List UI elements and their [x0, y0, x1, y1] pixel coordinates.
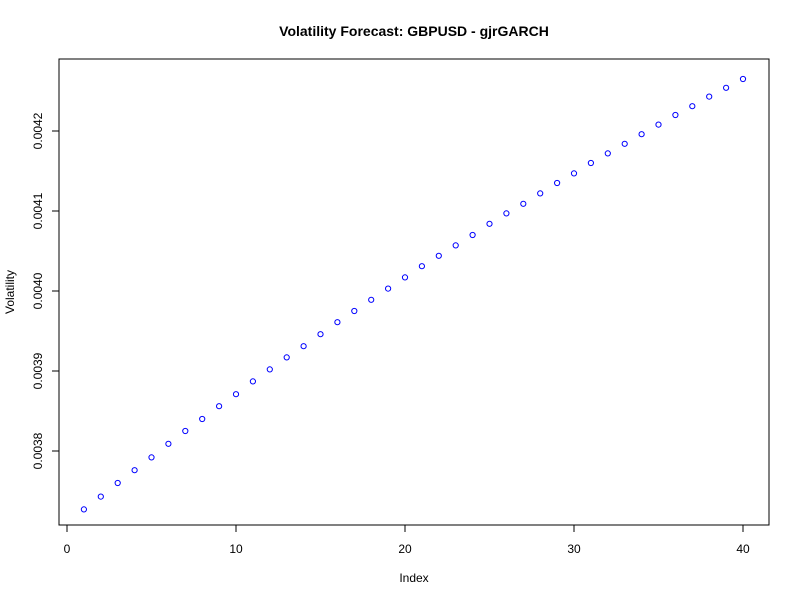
- x-tick-label: 10: [229, 542, 243, 556]
- data-point: [570, 170, 578, 177]
- x-tick-label: 30: [567, 542, 581, 556]
- data-point: [249, 378, 256, 385]
- data-point: [655, 121, 662, 128]
- data-point: [300, 343, 307, 350]
- data-point: [435, 252, 442, 259]
- y-tick-label: 0.0040: [31, 272, 45, 309]
- data-point: [368, 296, 375, 303]
- y-axis-label: Volatility: [3, 270, 17, 314]
- data-points: [80, 75, 747, 513]
- y-tick-label: 0.0041: [31, 192, 45, 229]
- data-point: [638, 131, 645, 138]
- data-point: [672, 111, 679, 119]
- data-point: [401, 274, 409, 281]
- chart-title: Volatility Forecast: GBPUSD - gjrGARCH: [279, 23, 549, 39]
- data-point: [266, 366, 273, 373]
- data-point: [604, 150, 611, 157]
- data-point: [486, 220, 493, 227]
- data-point: [537, 190, 544, 197]
- data-point: [199, 415, 206, 423]
- data-point: [706, 93, 713, 100]
- data-point: [114, 479, 121, 487]
- data-point: [385, 285, 392, 292]
- data-point: [469, 231, 476, 239]
- data-point: [165, 440, 172, 447]
- y-tick-label: 0.0038: [31, 432, 45, 469]
- y-axis: 0.0038 0.0039 0.0040 0.0041 0.0042: [31, 112, 60, 469]
- data-point: [97, 493, 104, 500]
- x-axis: 0 10 20 30 40: [64, 524, 750, 556]
- x-tick-label: 0: [64, 542, 71, 556]
- data-point: [554, 179, 561, 187]
- data-point: [621, 140, 628, 147]
- data-point: [351, 307, 358, 315]
- data-point: [689, 103, 696, 110]
- data-point: [283, 354, 290, 361]
- data-point: [131, 467, 138, 474]
- x-axis-label: Index: [399, 571, 428, 585]
- data-point: [317, 331, 324, 338]
- x-tick-label: 40: [736, 542, 750, 556]
- data-point: [232, 391, 240, 398]
- data-point: [723, 84, 730, 91]
- data-point: [418, 263, 425, 270]
- data-point: [182, 427, 189, 435]
- data-point: [452, 242, 459, 249]
- y-tick-label: 0.0039: [31, 352, 45, 389]
- data-point: [334, 319, 341, 326]
- data-point: [520, 200, 527, 207]
- data-point: [216, 403, 223, 410]
- y-tick-label: 0.0042: [31, 112, 45, 149]
- x-tick-label: 20: [398, 542, 412, 556]
- data-point: [587, 159, 595, 167]
- data-point: [148, 454, 155, 461]
- data-point: [503, 210, 510, 217]
- data-point: [739, 75, 747, 83]
- data-point: [80, 506, 88, 513]
